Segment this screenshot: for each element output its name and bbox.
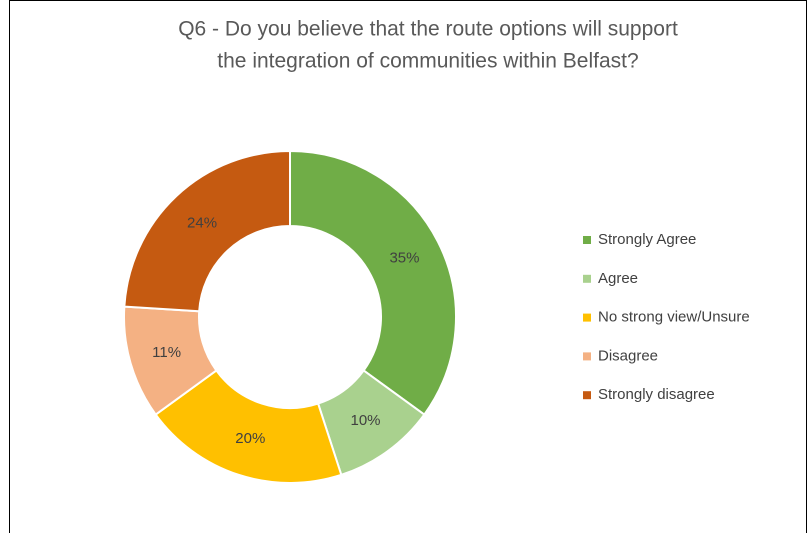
legend-swatch xyxy=(583,274,591,283)
legend-label: Agree xyxy=(598,270,638,287)
legend-swatch xyxy=(583,236,591,244)
donut-slice xyxy=(123,149,291,313)
legend-label: Disagree xyxy=(598,347,658,364)
donut-slice xyxy=(289,149,457,416)
data-label: 20% xyxy=(235,430,265,447)
legend-swatch xyxy=(583,313,591,322)
legend-label: Strongly disagree xyxy=(598,386,715,403)
data-label: 11% xyxy=(152,344,181,361)
legend-label: Strongly Agree xyxy=(598,231,696,248)
donut-slice xyxy=(154,369,343,484)
chart-title: Q6 - Do you believe that the route optio… xyxy=(178,18,678,41)
legend-label: No strong view/Unsure xyxy=(598,309,750,326)
data-label: 35% xyxy=(389,250,419,267)
chart-title: the integration of communities within Be… xyxy=(217,50,638,73)
legend-swatch xyxy=(583,391,591,400)
legend-swatch xyxy=(583,352,591,361)
data-label: 10% xyxy=(351,412,381,429)
data-label: 24% xyxy=(187,214,217,231)
